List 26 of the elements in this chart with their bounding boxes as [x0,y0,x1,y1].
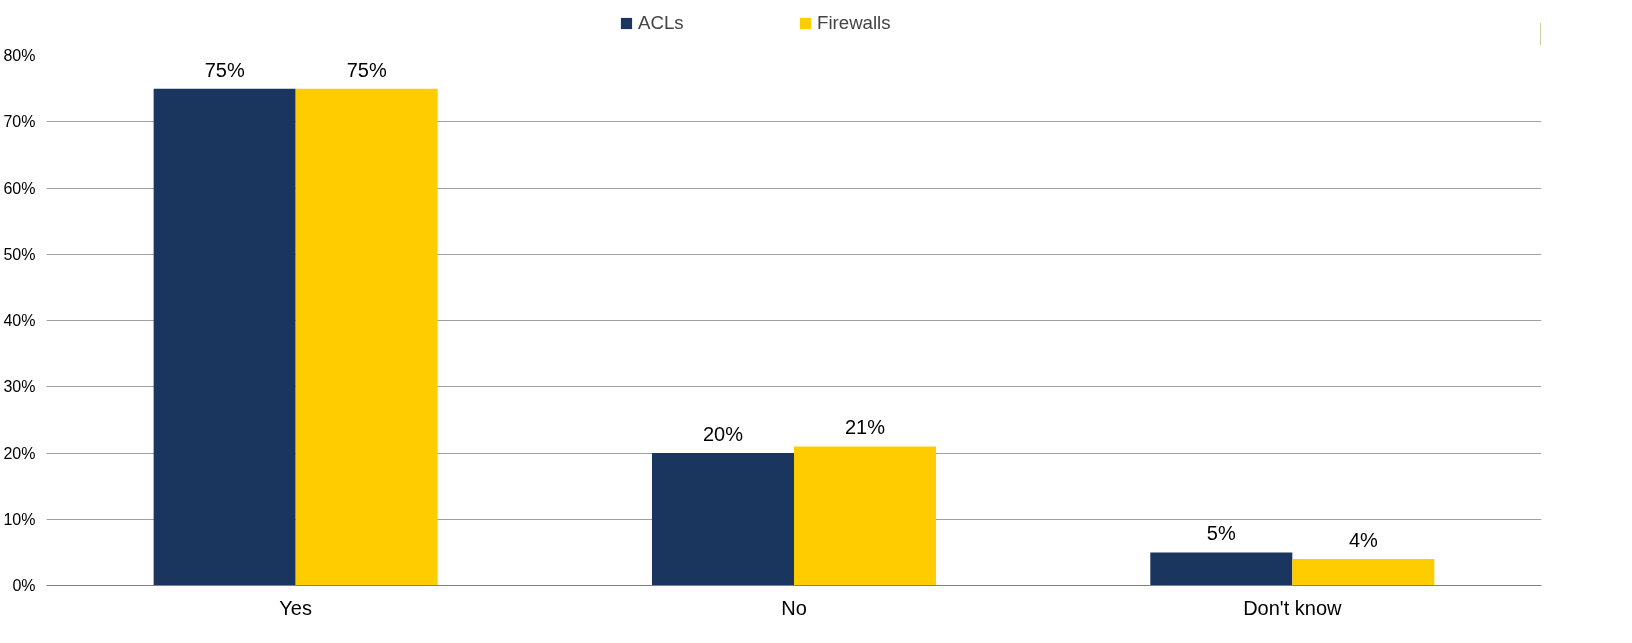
data-label: 4% [1348,529,1379,551]
data-label: 75% [204,58,245,81]
y-tick-label: 10% [3,510,36,528]
data-label: 75% [346,58,387,81]
y-tick-label: 50% [3,245,36,263]
y-tick-label: 80% [3,47,36,64]
y-tick-label: 40% [3,312,36,329]
y-tick-label: 30% [3,378,36,396]
y-tick-label: 60% [3,179,36,197]
x-tick-label: No [781,596,807,619]
data-label: 20% [702,423,744,445]
x-tick-label: Don't know [1243,596,1343,619]
y-tick-label: 20% [3,444,36,462]
bar [153,88,296,586]
bar [1292,559,1435,586]
legend-label: ACLs [638,11,685,34]
bar [651,453,794,586]
bar [1150,552,1293,586]
y-tick-label: 70% [3,113,36,131]
y-tick-label: 0% [12,577,36,594]
bar [295,88,438,586]
x-tick-label: Yes [279,596,312,619]
legend-label: Firewalls [817,11,892,34]
data-label: 5% [1206,522,1236,545]
data-label: 21% [845,416,886,439]
bar [794,446,937,586]
